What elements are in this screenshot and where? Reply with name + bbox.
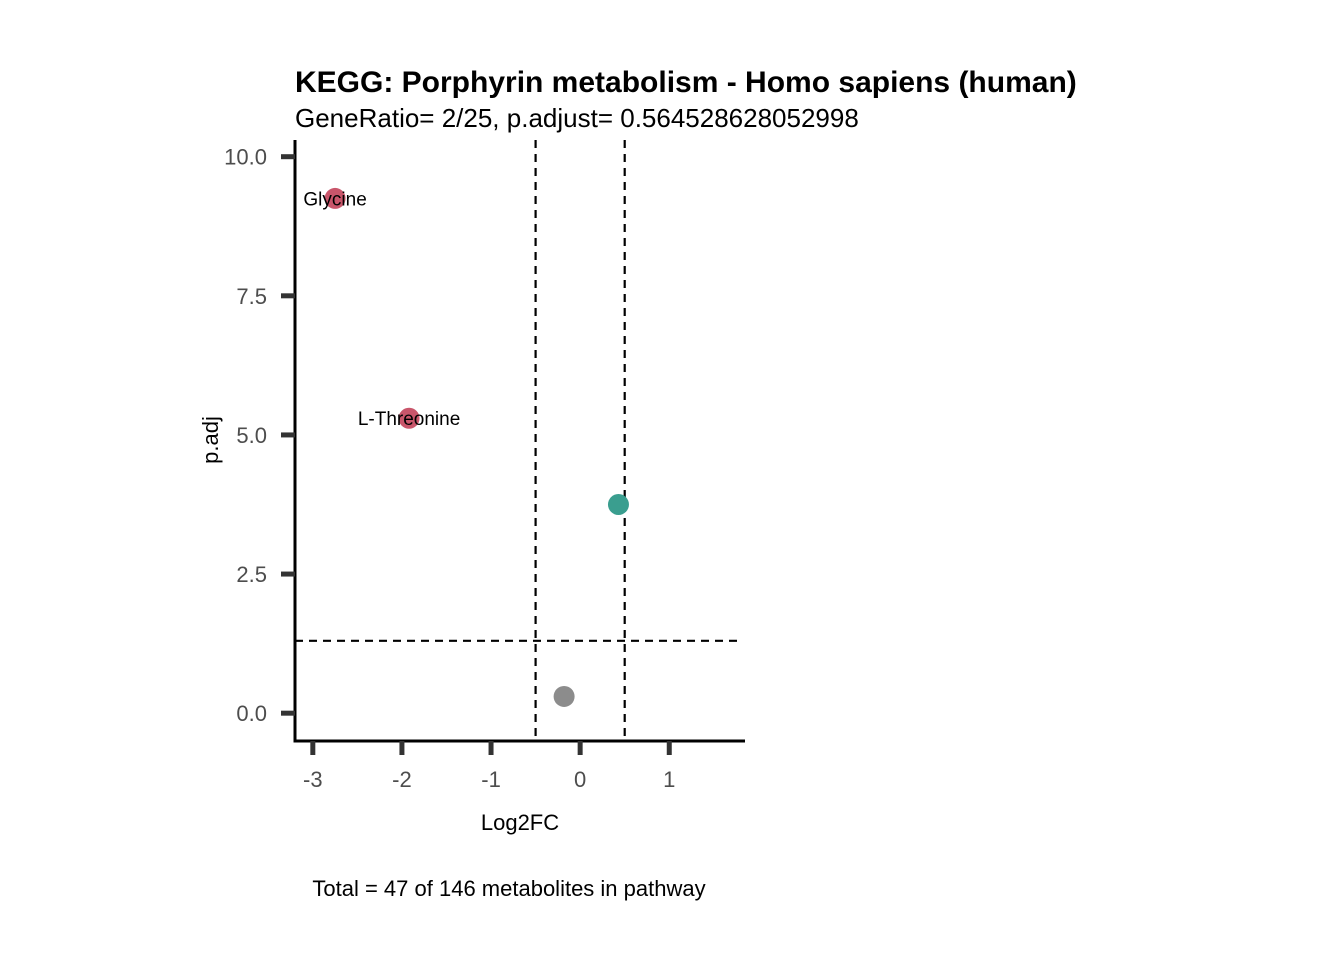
axes: 0.0 2.5 5.0 7.5 10.0 -3 -2 -1 0 1 — [224, 140, 745, 792]
data-point-down — [398, 407, 420, 429]
data-point-up — [607, 493, 629, 515]
chart-subtitle: GeneRatio= 2/25, p.adjust= 0.56452862805… — [295, 103, 859, 133]
y-tick-label: 5.0 — [236, 423, 267, 448]
data-points — [324, 187, 629, 707]
reference-lines — [295, 140, 740, 741]
x-tick-label: 0 — [574, 767, 586, 792]
point-label: Glycine — [303, 189, 366, 210]
y-axis-title: p.adj — [198, 416, 223, 464]
point-label: L-Threonine — [358, 409, 460, 430]
data-point-ns — [553, 685, 575, 707]
y-tick-label: 2.5 — [236, 562, 267, 587]
x-tick-label: -3 — [303, 767, 323, 792]
point-labels: Glycine L-Threonine — [303, 189, 460, 430]
y-tick-label: 10.0 — [224, 145, 267, 170]
y-tick-label: 7.5 — [236, 284, 267, 309]
x-axis-title: Log2FC — [481, 810, 559, 835]
chart-caption: Total = 47 of 146 metabolites in pathway — [312, 876, 705, 901]
x-tick-label: 1 — [663, 767, 675, 792]
chart-title: KEGG: Porphyrin metabolism - Homo sapien… — [295, 66, 1077, 99]
y-tick-label: 0.0 — [236, 701, 267, 726]
x-tick-label: -1 — [481, 767, 501, 792]
x-tick-label: -2 — [392, 767, 412, 792]
data-point-down — [324, 187, 346, 209]
